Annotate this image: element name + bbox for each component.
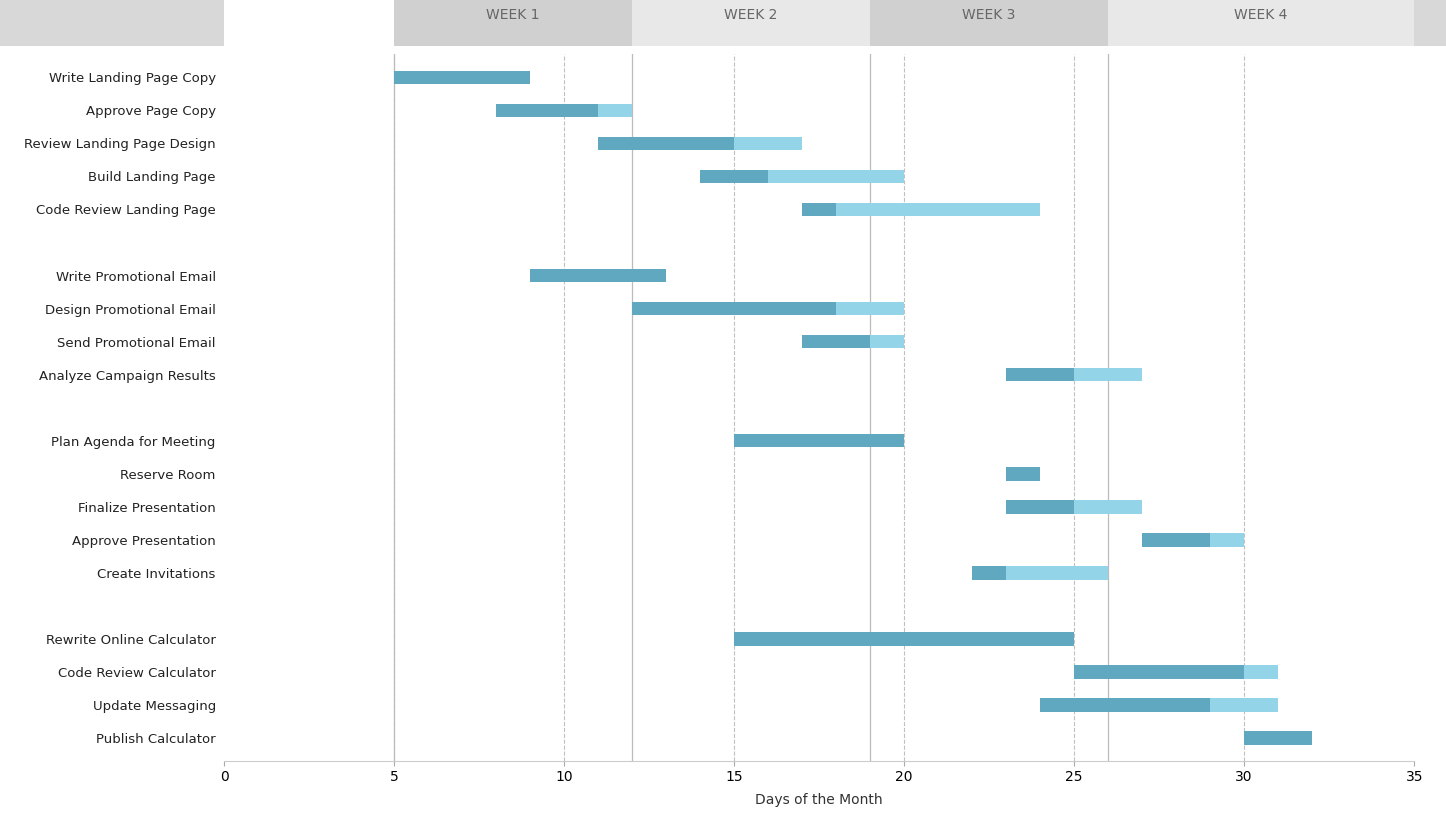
Text: WEEK 2: WEEK 2	[724, 8, 778, 22]
Bar	[1074, 368, 1142, 381]
Bar	[836, 302, 904, 315]
Bar	[1074, 500, 1142, 513]
Bar	[1074, 665, 1244, 679]
Bar	[1108, 0, 1414, 46]
Bar	[768, 170, 904, 183]
Text: WEEK 1: WEEK 1	[486, 8, 539, 22]
Bar	[1040, 698, 1210, 711]
Text: WEEK 3: WEEK 3	[963, 8, 1017, 22]
Bar	[735, 434, 904, 447]
Bar	[870, 334, 904, 349]
Bar	[1006, 500, 1074, 513]
Bar	[632, 0, 870, 46]
Text: WEEK 4: WEEK 4	[1235, 8, 1288, 22]
Bar	[700, 170, 768, 183]
Bar	[496, 104, 599, 117]
Bar	[735, 632, 1074, 645]
Bar	[599, 104, 632, 117]
Bar	[803, 334, 870, 349]
X-axis label: Days of the Month: Days of the Month	[755, 793, 884, 807]
Bar	[632, 302, 836, 315]
Bar	[870, 0, 1108, 46]
Bar	[1244, 731, 1312, 745]
Bar	[531, 268, 667, 283]
Bar	[1210, 698, 1278, 711]
Bar	[1006, 466, 1040, 481]
Bar	[395, 70, 531, 84]
Bar	[836, 202, 1040, 217]
Bar	[395, 0, 632, 46]
Bar	[0, 0, 224, 46]
Bar	[1244, 665, 1278, 679]
Bar	[803, 202, 836, 217]
Bar	[1210, 533, 1244, 547]
Bar	[1006, 566, 1108, 579]
Bar	[1006, 368, 1074, 381]
Bar	[599, 136, 735, 150]
Bar	[972, 566, 1006, 579]
Bar	[1142, 533, 1210, 547]
Bar	[1414, 0, 1446, 46]
Bar	[735, 136, 803, 150]
